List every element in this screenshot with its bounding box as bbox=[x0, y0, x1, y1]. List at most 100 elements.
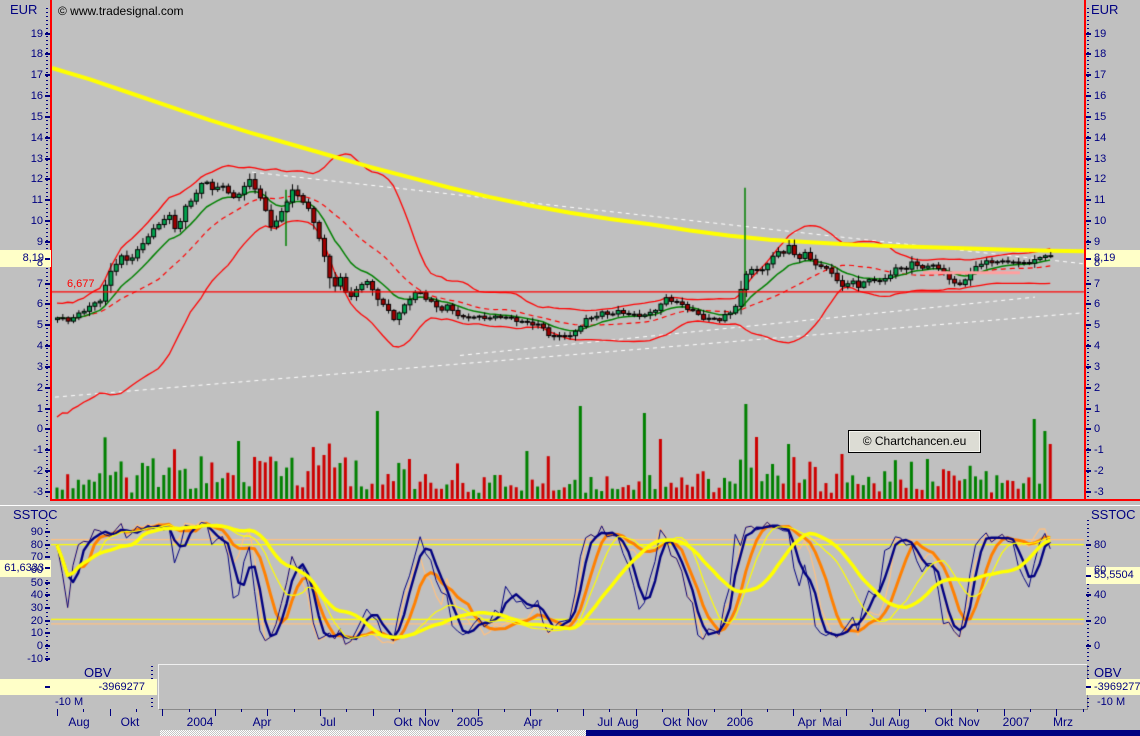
time-axis-label: Okt bbox=[393, 715, 413, 729]
y-tick-mark bbox=[45, 345, 50, 348]
sstoc-tick-label-left: 50 bbox=[30, 576, 43, 589]
tradesignal-watermark: © www.tradesignal.com bbox=[58, 4, 184, 18]
time-tick-mark bbox=[557, 709, 558, 712]
y-tick-mark bbox=[1086, 199, 1091, 202]
main-left-axis-line bbox=[50, 0, 52, 501]
obv-scale-tick-left: -10 M bbox=[55, 696, 84, 708]
sstoc-tick-label-left: 80 bbox=[30, 538, 43, 551]
y-tick-mark bbox=[45, 428, 50, 431]
time-axis-label: Nov bbox=[686, 715, 708, 729]
y-tick-label-right: 14 bbox=[1094, 131, 1107, 144]
sstoc-tick-label-left: 20 bbox=[30, 614, 43, 627]
y-tick-label-right: 6 bbox=[1094, 298, 1101, 311]
y-tick-mark bbox=[1086, 490, 1091, 493]
time-tick-mark bbox=[583, 709, 584, 716]
time-axis-label: Okt bbox=[934, 715, 954, 729]
time-tick-mark bbox=[741, 709, 742, 716]
y-tick-mark bbox=[45, 490, 50, 493]
y-tick-label-right: 5 bbox=[1094, 319, 1101, 332]
time-tick-mark bbox=[1030, 709, 1031, 712]
time-axis-label: 2007 bbox=[1002, 715, 1030, 729]
time-tick-mark bbox=[373, 709, 374, 716]
y-tick-label-left: -3 bbox=[33, 485, 43, 498]
time-tick-mark bbox=[478, 709, 479, 716]
time-tick-mark bbox=[714, 709, 715, 712]
value-tick-mark bbox=[1086, 574, 1091, 577]
y-tick-label-left: 0 bbox=[36, 423, 43, 436]
time-tick-mark bbox=[215, 709, 216, 716]
y-tick-label-right: 13 bbox=[1094, 152, 1107, 165]
y-tick-mark bbox=[45, 282, 50, 285]
y-tick-label-right: 3 bbox=[1094, 360, 1101, 373]
y-tick-label-right: -1 bbox=[1094, 444, 1104, 457]
sstoc-tick-label-right: 20 bbox=[1094, 614, 1107, 627]
time-tick-mark bbox=[320, 709, 321, 716]
time-axis-label: Mai bbox=[822, 715, 842, 729]
obv-title-right: OBV bbox=[1094, 665, 1122, 680]
time-axis-label: Apr bbox=[523, 715, 543, 729]
time-tick-mark bbox=[662, 709, 663, 712]
y-tick-mark bbox=[45, 303, 50, 306]
sstoc-tick-mark bbox=[45, 556, 50, 559]
sstoc-tick-label-left: 10 bbox=[30, 627, 43, 640]
y-tick-label-right: -3 bbox=[1094, 485, 1104, 498]
y-tick-mark bbox=[1086, 449, 1091, 452]
time-axis-label: Aug bbox=[68, 715, 90, 729]
sstoc-tick-label-left: 70 bbox=[30, 551, 43, 564]
sstoc-value-right: 55,5504 bbox=[1086, 567, 1140, 584]
sstoc-tick-mark bbox=[45, 606, 50, 609]
scrollbar-track[interactable] bbox=[160, 730, 586, 736]
y-tick-mark bbox=[45, 32, 50, 35]
time-axis-label: 2005 bbox=[456, 715, 484, 729]
y-tick-label-left: 14 bbox=[30, 131, 43, 144]
time-tick-mark bbox=[294, 709, 295, 712]
time-tick-mark bbox=[162, 709, 163, 716]
sstoc-tick-label-left: 30 bbox=[30, 601, 43, 614]
sstoc-separator bbox=[0, 505, 1140, 506]
time-tick-mark bbox=[1056, 709, 1057, 716]
y-tick-mark bbox=[1086, 324, 1091, 327]
time-tick-mark bbox=[530, 709, 531, 716]
obv-plot-box[interactable] bbox=[158, 664, 1088, 710]
level-line-label: 6,677 bbox=[67, 278, 95, 290]
sstoc-tick-label-left: 0 bbox=[36, 640, 43, 652]
obv-value-right: -3969277 bbox=[1086, 679, 1140, 695]
y-tick-label-right: 17 bbox=[1094, 69, 1107, 82]
y-tick-mark bbox=[1086, 240, 1091, 243]
scrollbar-thumb[interactable] bbox=[586, 730, 1140, 736]
y-tick-label-left: 18 bbox=[30, 48, 43, 61]
y-tick-mark bbox=[1086, 95, 1091, 98]
price-highlight-right: 8,19 bbox=[1086, 250, 1140, 267]
y-tick-label-right: 9 bbox=[1094, 235, 1101, 248]
sstoc-tick-mark bbox=[45, 581, 50, 584]
sstoc-title-left: SSTOC bbox=[13, 507, 58, 522]
time-axis-label: Apr bbox=[797, 715, 817, 729]
y-tick-label-right: 4 bbox=[1094, 340, 1101, 353]
y-tick-label-left: -1 bbox=[33, 444, 43, 457]
y-tick-mark bbox=[1086, 303, 1091, 306]
y-tick-label-right: 8 bbox=[1094, 256, 1101, 269]
y-tick-label-left: 11 bbox=[31, 194, 43, 207]
time-tick-mark bbox=[110, 709, 111, 716]
y-tick-label-right: 1 bbox=[1094, 402, 1101, 415]
time-tick-mark bbox=[899, 709, 900, 716]
obv-scale-tick-right: -10 M bbox=[1097, 696, 1126, 708]
y-tick-label-left: 1 bbox=[36, 402, 43, 415]
obv-title-left: OBV bbox=[84, 665, 112, 680]
time-axis-label: Okt bbox=[662, 715, 682, 729]
sstoc-tick-mark bbox=[45, 530, 50, 533]
y-tick-label-right: 15 bbox=[1094, 110, 1107, 123]
y-tick-mark bbox=[1086, 282, 1091, 285]
time-tick-mark bbox=[57, 709, 58, 716]
y-tick-label-right: 18 bbox=[1094, 48, 1107, 61]
sstoc-left-minor-ticks bbox=[46, 520, 48, 662]
y-tick-mark bbox=[45, 74, 50, 77]
time-tick-mark bbox=[189, 709, 190, 712]
y-tick-mark bbox=[1086, 32, 1091, 35]
y-tick-mark bbox=[1086, 345, 1091, 348]
time-axis-label: 2006 bbox=[726, 715, 754, 729]
sstoc-tick-label-left: 90 bbox=[30, 525, 43, 538]
time-axis-label: Okt bbox=[120, 715, 140, 729]
